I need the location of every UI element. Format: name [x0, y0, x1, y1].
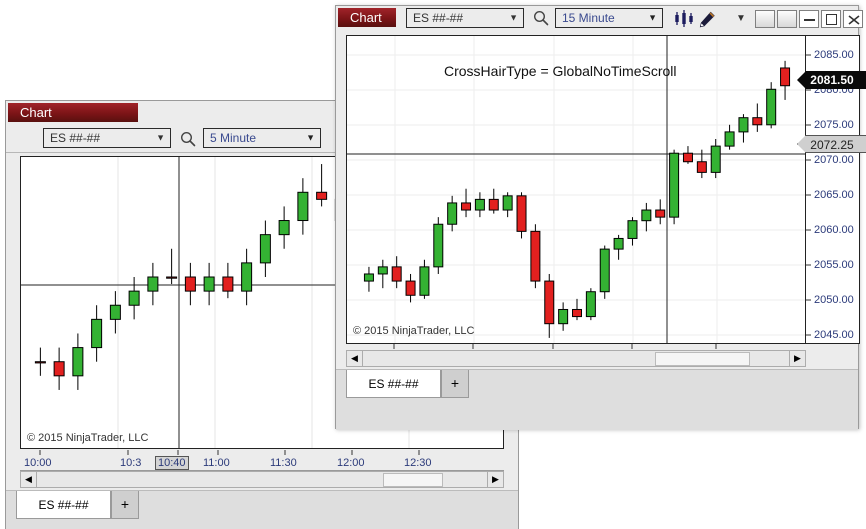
svg-text:© 2015 NinjaTrader, LLC: © 2015 NinjaTrader, LLC	[353, 325, 474, 337]
svg-text:© 2015 NinjaTrader, LLC: © 2015 NinjaTrader, LLC	[27, 432, 148, 444]
svg-text:CrossHairType = GlobalNoTimeSc: CrossHairType = GlobalNoTimeScroll	[444, 63, 677, 79]
